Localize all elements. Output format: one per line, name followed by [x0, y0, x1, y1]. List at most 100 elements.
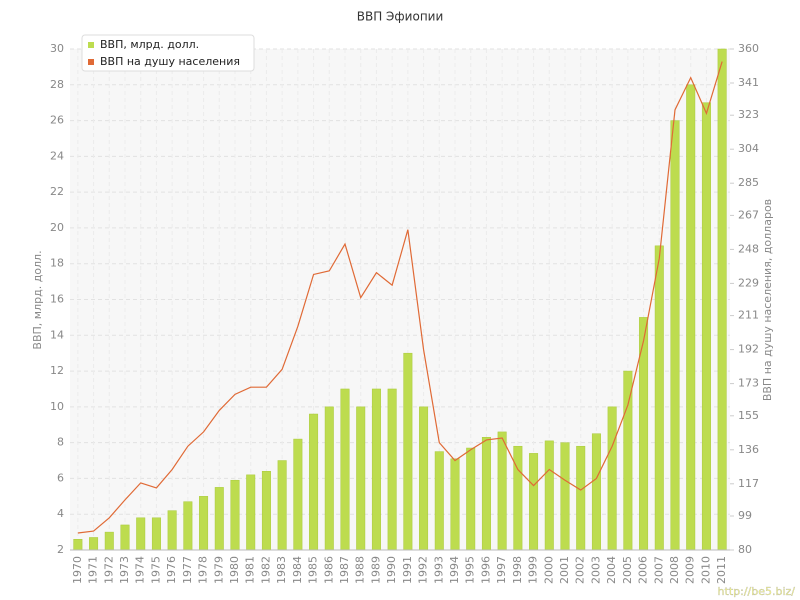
x-tick-label: 1973 — [118, 556, 131, 584]
x-tick-label: 2008 — [668, 556, 681, 584]
x-tick-label: 1979 — [212, 556, 225, 584]
bar — [356, 406, 366, 551]
y2-tick-label: 80 — [738, 543, 752, 556]
y2-tick-label: 323 — [738, 108, 759, 121]
bar — [309, 413, 319, 551]
y2-tick-label: 173 — [738, 377, 759, 390]
y2-tick-label: 99 — [738, 509, 752, 522]
x-tick-label: 1982 — [259, 556, 272, 584]
x-tick-label: 1997 — [495, 556, 508, 584]
x-tick-label: 2009 — [684, 556, 697, 584]
line — [77, 61, 723, 534]
x-tick-label: 1985 — [307, 556, 320, 584]
x-tick-label: 1994 — [448, 556, 461, 584]
y-tick-label: 10 — [50, 400, 64, 413]
x-tick-label: 2011 — [715, 556, 728, 584]
x-tick-label: 2007 — [652, 556, 665, 584]
bar — [104, 531, 114, 551]
x-tick-label: 1987 — [338, 556, 351, 584]
bar — [89, 537, 99, 551]
y2-tick-label: 192 — [738, 343, 759, 356]
bar — [403, 352, 413, 551]
x-tick-label: 2010 — [699, 556, 712, 584]
bar — [513, 445, 523, 551]
bar — [214, 487, 224, 551]
bar — [246, 474, 256, 551]
legend-label: ВВП на душу населения — [100, 55, 240, 68]
x-tick-label: 1981 — [244, 556, 257, 584]
x-tick-label: 1976 — [165, 556, 178, 584]
bar — [199, 496, 209, 551]
bar — [717, 48, 727, 551]
x-tick-label: 1971 — [87, 556, 100, 584]
y-tick-label: 6 — [57, 471, 64, 484]
bar — [293, 438, 303, 551]
x-tick-label: 1988 — [354, 556, 367, 584]
y2-tick-label: 136 — [738, 443, 759, 456]
bar — [591, 433, 601, 551]
x-tick-label: 1983 — [275, 556, 288, 584]
bar — [497, 431, 507, 551]
bar — [230, 479, 240, 551]
x-tick-label: 2000 — [542, 556, 555, 584]
y-tick-label: 20 — [50, 221, 64, 234]
bar — [183, 501, 193, 551]
x-tick-label: 1999 — [527, 556, 540, 584]
x-tick-label: 1995 — [464, 556, 477, 584]
bar — [701, 102, 711, 551]
y-axis-label: ВВП, млрд. долл. — [31, 250, 44, 349]
y-tick-label: 14 — [50, 328, 64, 341]
y-tick-label: 28 — [50, 78, 64, 91]
x-tick-label: 2005 — [621, 556, 634, 584]
y2-tick-label: 304 — [738, 142, 759, 155]
y-tick-label: 16 — [50, 293, 64, 306]
x-tick-label: 2006 — [637, 556, 650, 584]
bar — [151, 517, 161, 551]
y2-tick-label: 248 — [738, 242, 759, 255]
bar — [120, 524, 130, 551]
x-tick-label: 1992 — [417, 556, 430, 584]
bar — [371, 388, 381, 551]
y2-tick-label: 360 — [738, 42, 759, 55]
legend-box — [81, 34, 255, 72]
bar — [686, 84, 696, 551]
bar — [450, 458, 460, 551]
bar — [340, 388, 350, 551]
x-tick-label: 1996 — [479, 556, 492, 584]
x-tick-label: 1980 — [228, 556, 241, 584]
x-tick-label: 2002 — [574, 556, 587, 584]
x-tick-label: 2004 — [605, 556, 618, 584]
x-tick-label: 1978 — [197, 556, 210, 584]
y2-tick-label: 155 — [738, 409, 759, 422]
legend-swatch — [88, 59, 94, 65]
bar — [607, 406, 617, 551]
y-tick-label: 12 — [50, 364, 64, 377]
y2-tick-label: 211 — [738, 309, 759, 322]
y-tick-label: 8 — [57, 436, 64, 449]
x-tick-label: 2001 — [558, 556, 571, 584]
y2-tick-label: 285 — [738, 176, 759, 189]
y2-tick-label: 341 — [738, 76, 759, 89]
x-tick-label: 1975 — [149, 556, 162, 584]
watermark: http://be5.biz/ — [718, 585, 796, 598]
bar — [261, 471, 271, 551]
x-tick-label: 1974 — [134, 556, 147, 584]
legend-swatch — [88, 42, 94, 48]
x-tick-label: 2003 — [589, 556, 602, 584]
y2-tick-label: 117 — [738, 477, 759, 490]
bar — [529, 453, 539, 551]
bar — [560, 442, 570, 551]
y2-tick-label: 267 — [738, 208, 759, 221]
bar — [654, 245, 664, 551]
bar — [466, 447, 476, 551]
x-tick-label: 1990 — [385, 556, 398, 584]
bar — [136, 517, 146, 551]
chart-title: ВВП Эфиопии — [357, 10, 444, 24]
bar — [481, 437, 491, 551]
bar — [167, 510, 177, 551]
bar — [670, 120, 680, 551]
x-tick-label: 1977 — [181, 556, 194, 584]
bar — [419, 406, 429, 551]
bar — [324, 406, 334, 551]
